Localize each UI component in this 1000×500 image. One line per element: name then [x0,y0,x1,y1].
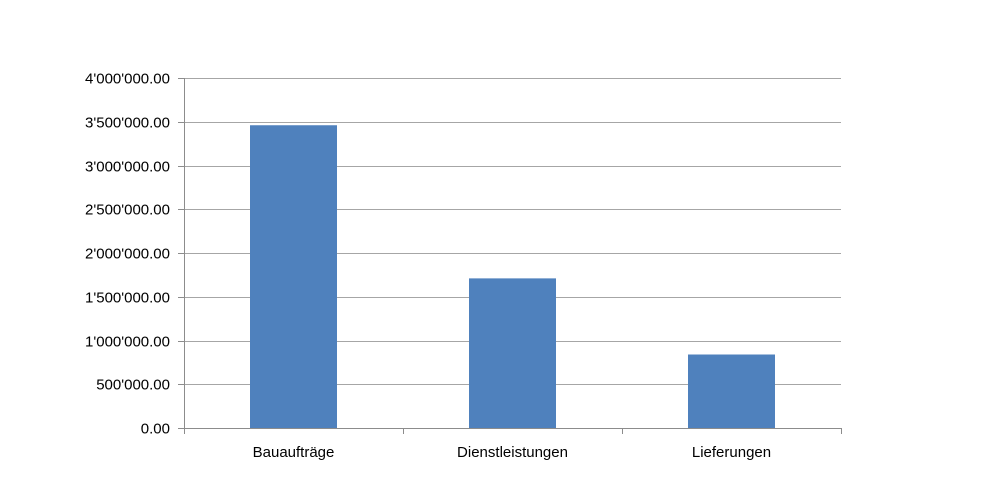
tick-labels: 0.00 500'000.00 1'000'000.00 1'500'000.00 2'… [85,71,771,462]
bar-lieferungen [688,354,775,428]
y-tick-label: 3'000'000.00 [85,159,170,176]
y-tick-label: 1'500'000.00 [85,290,170,307]
axes [178,78,842,434]
y-tick-label: 500'000.00 [96,377,170,394]
x-tick-label: Bauaufträge [253,444,335,461]
y-tick-label: 0.00 [141,421,170,438]
y-tick-label: 3'500'000.00 [85,115,170,132]
y-tick-label: 2'000'000.00 [85,246,170,263]
y-tick-label: 1'000'000.00 [85,334,170,351]
x-tick-label: Dienstleistungen [457,444,568,461]
y-tick-label: 4'000'000.00 [85,71,170,88]
bars [250,125,775,428]
bar-bauaufträge [250,125,337,428]
x-tick-label: Lieferungen [692,444,771,461]
bar-dienstleistungen [469,278,556,428]
y-tick-label: 2'500'000.00 [85,202,170,219]
